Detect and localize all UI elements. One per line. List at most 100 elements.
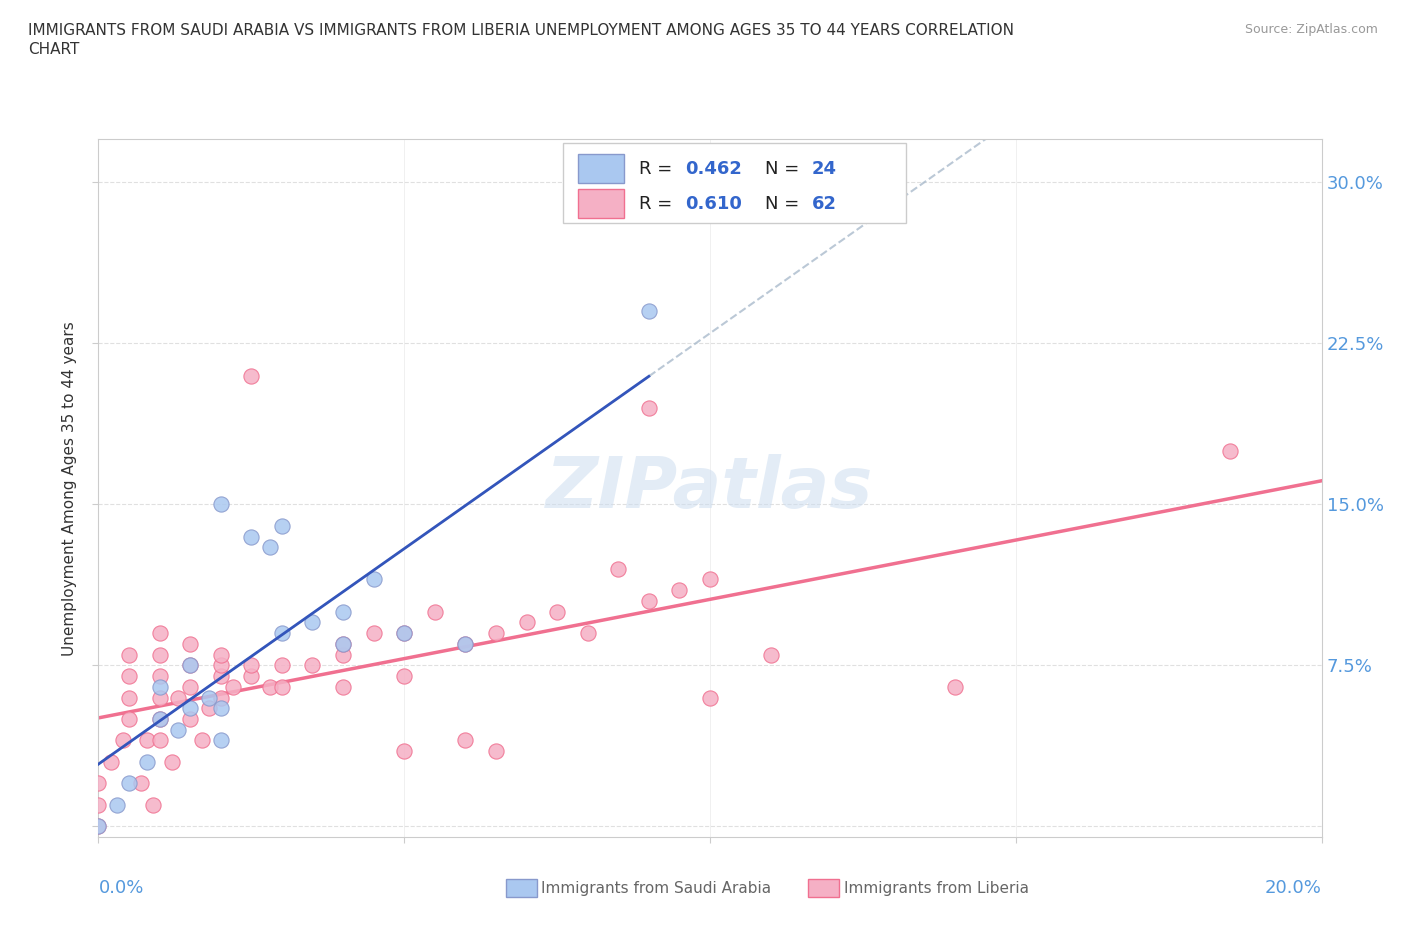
Point — [454, 636, 477, 651]
Text: IMMIGRANTS FROM SAUDI ARABIA VS IMMIGRANTS FROM LIBERIA UNEMPLOYMENT AMONG AGES : IMMIGRANTS FROM SAUDI ARABIA VS IMMIGRAN… — [28, 23, 1014, 38]
Point — [1219, 444, 1241, 458]
Point — [129, 776, 152, 790]
Text: 62: 62 — [811, 194, 837, 213]
Point — [149, 679, 172, 694]
Point — [240, 658, 263, 672]
Point — [270, 626, 292, 641]
Point — [149, 711, 172, 726]
Point — [637, 593, 661, 608]
Point — [87, 818, 110, 833]
Point — [149, 647, 172, 662]
Point — [576, 626, 599, 641]
Point — [209, 647, 232, 662]
Text: CHART: CHART — [28, 42, 80, 57]
Point — [179, 658, 201, 672]
Point — [105, 797, 128, 812]
Point — [209, 658, 232, 672]
Point — [149, 669, 172, 684]
Text: 0.462: 0.462 — [686, 160, 742, 178]
Point — [423, 604, 446, 619]
Point — [209, 701, 232, 716]
Point — [87, 818, 110, 833]
Point — [332, 636, 354, 651]
Point — [270, 518, 292, 533]
Point — [179, 658, 201, 672]
Point — [179, 679, 201, 694]
Point — [118, 647, 141, 662]
Point — [118, 711, 141, 726]
Point — [149, 711, 172, 726]
Point — [516, 615, 538, 630]
Point — [240, 368, 263, 383]
Point — [454, 733, 477, 748]
Point — [179, 711, 201, 726]
Point — [637, 400, 661, 415]
Text: R =: R = — [640, 194, 678, 213]
Point — [637, 304, 661, 319]
Point — [301, 658, 323, 672]
Point — [485, 744, 508, 759]
FancyBboxPatch shape — [578, 154, 624, 183]
Point — [209, 669, 232, 684]
Point — [197, 701, 219, 716]
Point — [454, 636, 477, 651]
Point — [87, 776, 110, 790]
Point — [392, 626, 416, 641]
Point — [240, 529, 263, 544]
Point — [167, 690, 190, 705]
Point — [197, 690, 219, 705]
Point — [699, 690, 721, 705]
Point — [118, 690, 141, 705]
Point — [259, 539, 281, 554]
Point — [142, 797, 165, 812]
Point — [943, 679, 966, 694]
Text: 0.610: 0.610 — [686, 194, 742, 213]
Point — [167, 723, 190, 737]
Point — [149, 690, 172, 705]
Point — [332, 679, 354, 694]
Point — [363, 626, 385, 641]
Point — [270, 679, 292, 694]
Point — [209, 733, 232, 748]
Text: N =: N = — [765, 160, 806, 178]
Text: Immigrants from Liberia: Immigrants from Liberia — [844, 881, 1029, 896]
Point — [259, 679, 281, 694]
Point — [699, 572, 721, 587]
Text: R =: R = — [640, 160, 678, 178]
Point — [301, 615, 323, 630]
Point — [759, 647, 782, 662]
Text: 0.0%: 0.0% — [98, 879, 143, 897]
Point — [179, 636, 201, 651]
Point — [136, 754, 159, 769]
Text: Source: ZipAtlas.com: Source: ZipAtlas.com — [1244, 23, 1378, 36]
Point — [209, 690, 232, 705]
Point — [87, 797, 110, 812]
Point — [607, 562, 630, 577]
Point — [668, 583, 690, 598]
Point — [270, 658, 292, 672]
Point — [209, 497, 232, 512]
Point — [332, 636, 354, 651]
Point — [179, 701, 201, 716]
Point — [149, 626, 172, 641]
Point — [332, 604, 354, 619]
FancyBboxPatch shape — [564, 143, 905, 223]
Point — [485, 626, 508, 641]
Point — [191, 733, 214, 748]
Text: Immigrants from Saudi Arabia: Immigrants from Saudi Arabia — [541, 881, 772, 896]
Point — [392, 626, 416, 641]
Point — [118, 669, 141, 684]
Point — [149, 733, 172, 748]
Point — [222, 679, 245, 694]
Point — [332, 647, 354, 662]
Point — [392, 744, 416, 759]
Point — [136, 733, 159, 748]
Text: N =: N = — [765, 194, 806, 213]
Text: 24: 24 — [811, 160, 837, 178]
Point — [363, 572, 385, 587]
Point — [240, 669, 263, 684]
Point — [160, 754, 183, 769]
Point — [111, 733, 134, 748]
Point — [546, 604, 568, 619]
Point — [118, 776, 141, 790]
